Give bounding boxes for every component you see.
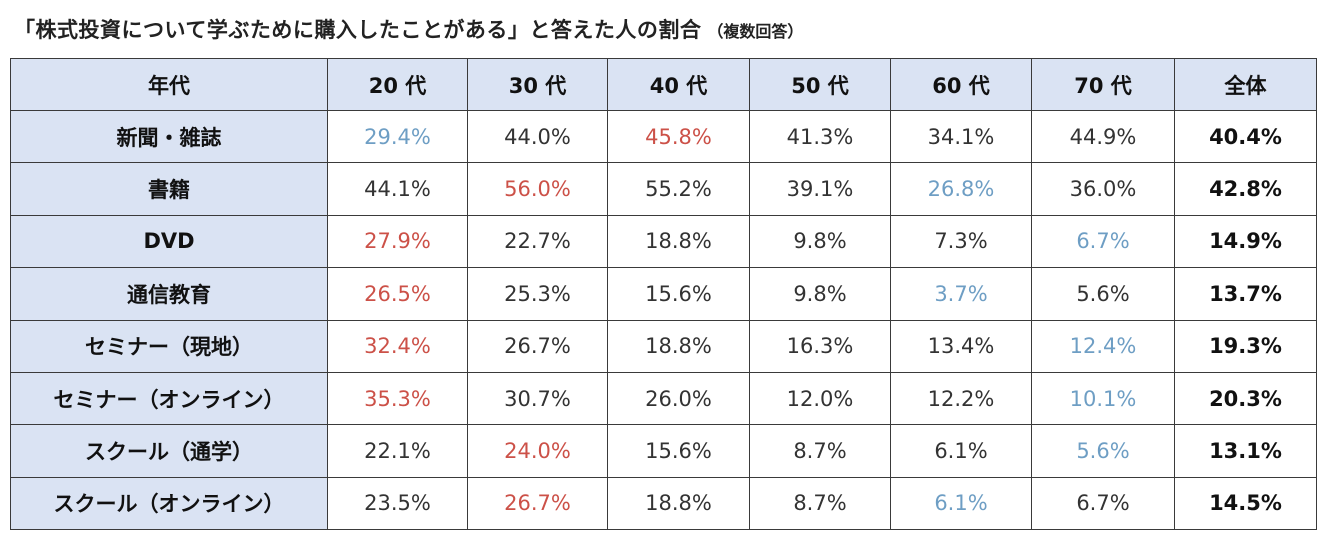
value-cell: 26.0%	[607, 371, 750, 426]
total-cell: 13.7%	[1174, 267, 1317, 321]
value-cell: 10.1%	[1031, 371, 1175, 426]
value-cell: 26.5%	[327, 267, 468, 321]
value-cell: 36.0%	[1031, 162, 1175, 216]
value-cell: 56.0%	[467, 162, 608, 216]
table-row: スクール（通学） 22.1% 24.0% 15.6% 8.7% 6.1% 5.6% 13.1%	[10, 424, 1317, 478]
value-cell: 15.6%	[607, 267, 750, 321]
chart-title-sub: （複数回答）	[707, 22, 804, 41]
header-cell: 70 代	[1031, 58, 1175, 111]
table-row: 書籍 44.1% 56.0% 55.2% 39.1% 26.8% 36.0% 42.8%	[10, 162, 1317, 216]
row-label: 書籍	[10, 162, 328, 216]
header-cell: 50 代	[749, 58, 891, 111]
value-cell: 9.8%	[749, 267, 891, 321]
value-cell: 18.8%	[607, 319, 750, 373]
value-cell: 22.7%	[467, 214, 608, 269]
table-row: スクール（オンライン） 23.5% 26.7% 18.8% 8.7% 6.1% 6.7% 14…	[10, 476, 1317, 531]
chart-title-main: 「株式投資について学ぶために購入したことがある」と答えた人の割合	[14, 18, 702, 42]
value-cell: 26.7%	[467, 476, 608, 531]
value-cell: 41.3%	[749, 109, 891, 164]
row-label: 新聞・雑誌	[10, 109, 328, 164]
table-row: セミナー（オンライン） 35.3% 30.7% 26.0% 12.0% 12.2% 10.1…	[10, 371, 1317, 426]
value-cell: 45.8%	[607, 109, 750, 164]
value-cell: 18.8%	[607, 214, 750, 269]
value-cell: 12.0%	[749, 371, 891, 426]
value-cell: 26.7%	[467, 319, 608, 373]
value-cell: 12.2%	[890, 371, 1032, 426]
value-cell: 12.4%	[1031, 319, 1175, 373]
value-cell: 44.1%	[327, 162, 468, 216]
value-cell: 29.4%	[327, 109, 468, 164]
header-row: 年代 20 代 30 代 40 代 50 代 60 代 70 代全体	[10, 58, 1317, 111]
row-label: セミナー（オンライン）	[10, 371, 328, 426]
value-cell: 24.0%	[467, 424, 608, 478]
value-cell: 5.6%	[1031, 424, 1175, 478]
value-cell: 6.7%	[1031, 476, 1175, 531]
value-cell: 26.8%	[890, 162, 1032, 216]
total-cell: 14.9%	[1174, 214, 1317, 269]
row-label: DVD	[10, 214, 328, 269]
value-cell: 23.5%	[327, 476, 468, 531]
value-cell: 30.7%	[467, 371, 608, 426]
table-row: 通信教育 26.5% 25.3% 15.6% 9.8% 3.7% 5.6% 13.7%	[10, 267, 1317, 321]
value-cell: 18.8%	[607, 476, 750, 531]
value-cell: 3.7%	[890, 267, 1032, 321]
total-cell: 19.3%	[1174, 319, 1317, 373]
value-cell: 27.9%	[327, 214, 468, 269]
value-cell: 8.7%	[749, 476, 891, 531]
total-cell: 20.3%	[1174, 371, 1317, 426]
table-body: 新聞・雑誌 29.4% 44.0% 45.8% 41.3% 34.1% 44.9% 40.4%…	[10, 109, 1317, 531]
header-cell: 30 代	[467, 58, 608, 111]
value-cell: 7.3%	[890, 214, 1032, 269]
value-cell: 9.8%	[749, 214, 891, 269]
table-row: セミナー（現地） 32.4% 26.7% 18.8% 16.3% 13.4% 12.4% 19…	[10, 319, 1317, 373]
value-cell: 8.7%	[749, 424, 891, 478]
total-cell: 42.8%	[1174, 162, 1317, 216]
table-row: DVD 27.9% 22.7% 18.8% 9.8% 7.3% 6.7% 14.9%	[10, 214, 1317, 269]
value-cell: 34.1%	[890, 109, 1032, 164]
value-cell: 44.9%	[1031, 109, 1175, 164]
value-cell: 39.1%	[749, 162, 891, 216]
value-cell: 15.6%	[607, 424, 750, 478]
value-cell: 13.4%	[890, 319, 1032, 373]
value-cell: 6.7%	[1031, 214, 1175, 269]
row-label: 通信教育	[10, 267, 328, 321]
total-cell: 14.5%	[1174, 476, 1317, 531]
data-table: 年代 20 代 30 代 40 代 50 代 60 代 70 代全体 新聞・雑誌 29.4% 4…	[10, 58, 1317, 531]
value-cell: 35.3%	[327, 371, 468, 426]
value-cell: 6.1%	[890, 476, 1032, 531]
value-cell: 5.6%	[1031, 267, 1175, 321]
row-label: スクール（オンライン）	[10, 476, 328, 531]
value-cell: 16.3%	[749, 319, 891, 373]
header-cell: 60 代	[890, 58, 1032, 111]
value-cell: 55.2%	[607, 162, 750, 216]
value-cell: 25.3%	[467, 267, 608, 321]
header-cell-label: 年代	[10, 58, 328, 111]
value-cell: 6.1%	[890, 424, 1032, 478]
row-label: セミナー（現地）	[10, 319, 328, 373]
header-cell: 20 代	[327, 58, 468, 111]
value-cell: 32.4%	[327, 319, 468, 373]
table-row: 新聞・雑誌 29.4% 44.0% 45.8% 41.3% 34.1% 44.9% 40.4%	[10, 109, 1317, 164]
row-label: スクール（通学）	[10, 424, 328, 478]
total-cell: 13.1%	[1174, 424, 1317, 478]
value-cell: 22.1%	[327, 424, 468, 478]
header-cell: 全体	[1174, 58, 1317, 111]
header-cell: 40 代	[607, 58, 750, 111]
chart-title: 「株式投資について学ぶために購入したことがある」と答えた人の割合 （複数回答）	[14, 10, 803, 50]
total-cell: 40.4%	[1174, 109, 1317, 164]
value-cell: 44.0%	[467, 109, 608, 164]
